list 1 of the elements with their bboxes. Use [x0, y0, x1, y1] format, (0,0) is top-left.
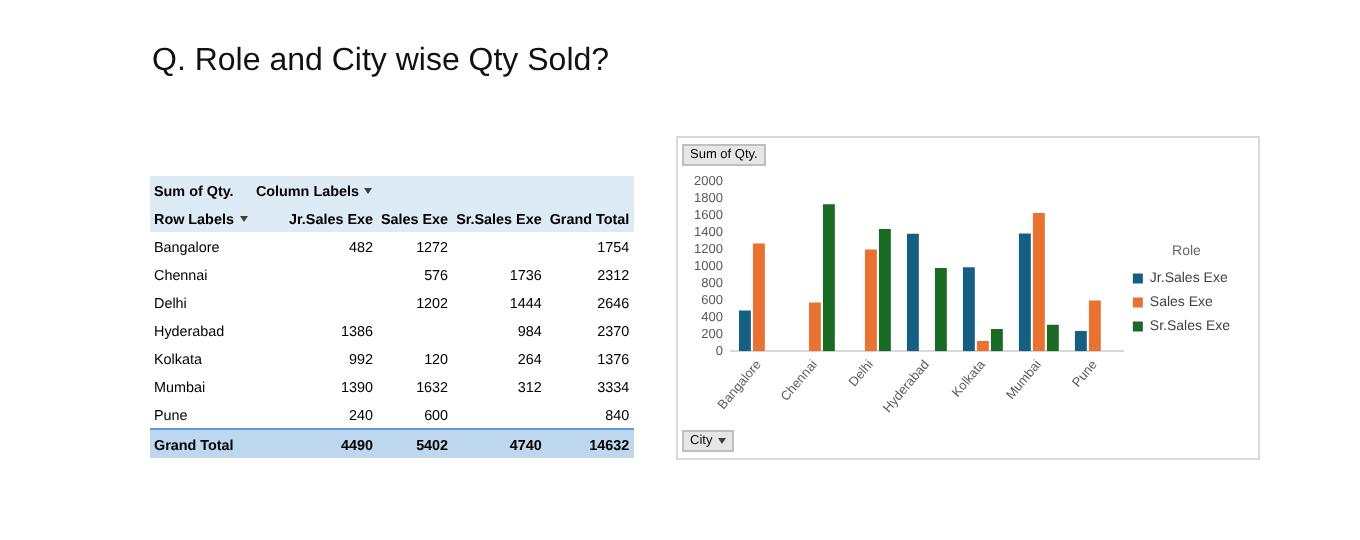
chart-title: Q. Role and City wise Qty Sold? — [152, 44, 610, 80]
